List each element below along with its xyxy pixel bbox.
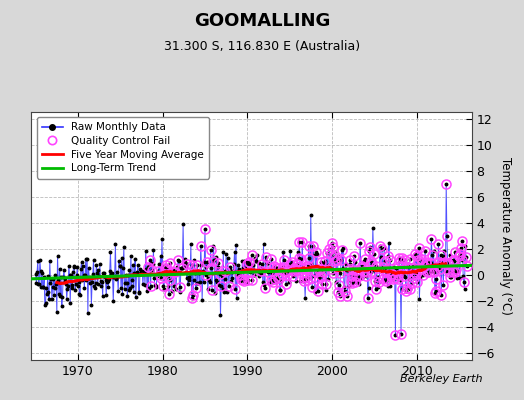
Legend: Raw Monthly Data, Quality Control Fail, Five Year Moving Average, Long-Term Tren: Raw Monthly Data, Quality Control Fail, … — [37, 117, 209, 178]
Text: GOOMALLING: GOOMALLING — [194, 12, 330, 30]
Text: Berkeley Earth: Berkeley Earth — [400, 374, 482, 384]
Y-axis label: Temperature Anomaly (°C): Temperature Anomaly (°C) — [498, 157, 511, 315]
Text: 31.300 S, 116.830 E (Australia): 31.300 S, 116.830 E (Australia) — [164, 40, 360, 53]
